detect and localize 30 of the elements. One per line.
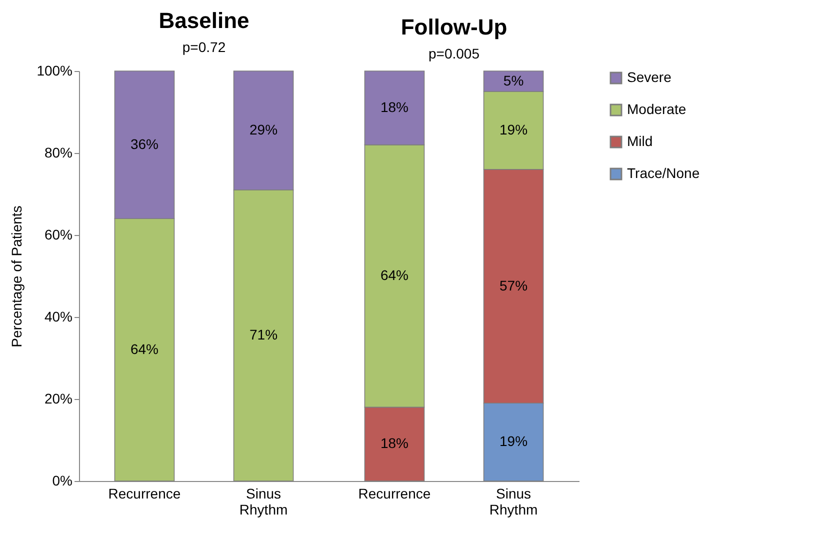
data-label: 29% <box>250 121 278 138</box>
chart-title: Baseline <box>158 8 250 33</box>
y-tick-label: 100% <box>36 62 72 78</box>
legend-label: Trace/None <box>627 165 700 181</box>
legend-label: Mild <box>627 133 653 149</box>
y-tick-label: 60% <box>44 226 72 242</box>
y-tick-label: 20% <box>44 390 72 406</box>
y-axis-title: Percentage of Patients <box>8 206 25 348</box>
x-tick-label: Sinus Rhythm <box>489 486 538 518</box>
text: p=0.72 <box>182 39 226 55</box>
y-tick-label: 0% <box>52 472 72 488</box>
data-label: 18% <box>380 435 408 452</box>
data-label: 71% <box>250 326 278 342</box>
data-label: 64% <box>380 267 408 283</box>
y-tick-label: 40% <box>44 308 72 324</box>
x-tick-label: Recurrence <box>358 486 431 502</box>
legend-label: Moderate <box>627 101 686 117</box>
data-label: 18% <box>380 98 408 115</box>
text: p=0.005 <box>428 46 480 62</box>
x-tick-label: Recurrence <box>108 486 181 502</box>
data-label: 64% <box>130 340 158 357</box>
x-tick-label: Sinus Rhythm <box>239 486 288 518</box>
data-label: 57% <box>500 277 528 294</box>
legend-label: Severe <box>627 69 672 85</box>
y-tick-label: 80% <box>44 144 72 160</box>
data-label: 5% <box>503 72 524 88</box>
data-label: 19% <box>500 433 528 450</box>
data-label: 36% <box>130 136 158 152</box>
data-label: 19% <box>500 121 528 138</box>
chart-title: Follow-Up <box>400 14 508 40</box>
